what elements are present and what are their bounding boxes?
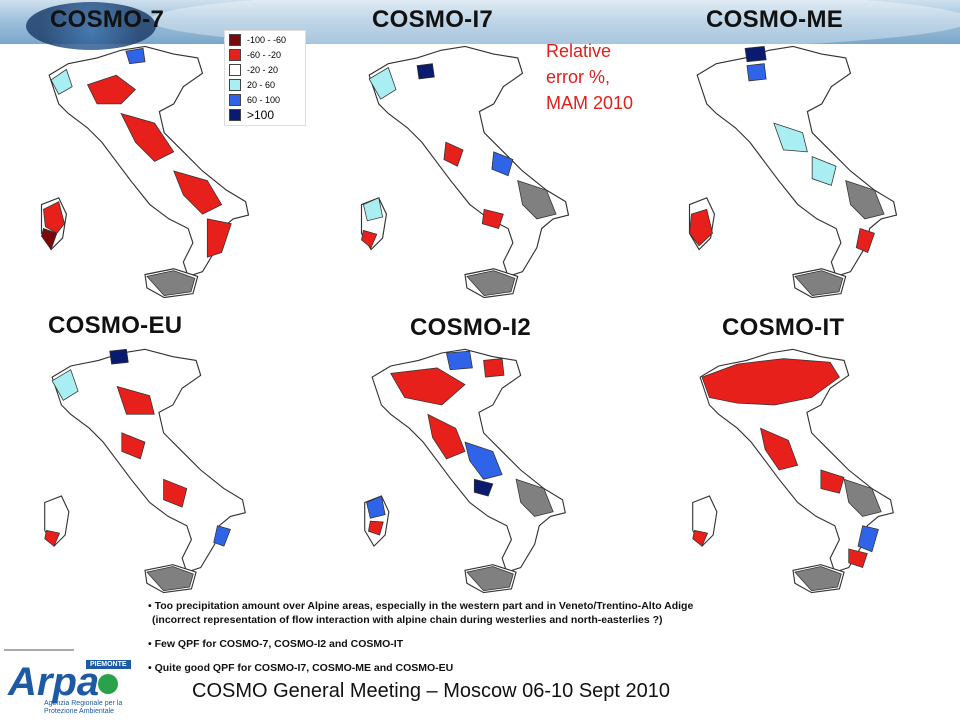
- map-cosmo-i2: [350, 340, 580, 600]
- caption-line: error %,: [546, 67, 611, 87]
- legend-row: -100 - -60: [229, 33, 305, 47]
- map-cosmo-it: [678, 340, 908, 600]
- color-legend: -100 - -60 -60 - -20 -20 - 20 20 - 60 60…: [224, 30, 306, 126]
- cosmo-logo: [26, 2, 156, 50]
- arpa-subtitle: Agenzia Regionale per la Protezione Ambi…: [44, 700, 123, 715]
- caption-line: Relative: [546, 41, 612, 61]
- title-cosmo-i7: COSMO-I7: [372, 6, 494, 33]
- title-cosmo-eu: COSMO-EU: [48, 312, 183, 339]
- caption: Relative error %, MAM 2010: [546, 38, 686, 116]
- legend-row: 60 - 100: [229, 93, 305, 107]
- legend-row: 20 - 60: [229, 78, 305, 92]
- legend-label: -100 - -60: [247, 35, 287, 45]
- map-cosmo-i7: [350, 36, 580, 306]
- legend-swatch: [229, 49, 241, 61]
- map-cosmo-me: [678, 36, 908, 306]
- legend-label: >100: [247, 108, 275, 122]
- legend-swatch: [229, 109, 241, 121]
- divider: [4, 649, 74, 651]
- legend-row: -20 - 20: [229, 63, 305, 77]
- caption-line: MAM 2010: [546, 93, 634, 113]
- legend-label: 20 - 60: [247, 80, 276, 90]
- legend-label: 60 - 100: [247, 95, 281, 105]
- title-cosmo-it: COSMO-IT: [722, 314, 845, 341]
- arpa-region-tag: PIEMONTE: [86, 660, 131, 669]
- legend-swatch: [229, 34, 241, 46]
- arpa-logo: Arpa PIEMONTE Agenzia Regionale per la P…: [8, 660, 138, 716]
- title-cosmo-me: COSMO-ME: [706, 6, 844, 33]
- arpa-symbol-icon: [98, 674, 118, 694]
- footer-title: COSMO General Meeting – Moscow 06-10 Sep…: [192, 680, 671, 702]
- legend-label: -20 - 20: [247, 65, 279, 75]
- header-banner: [0, 0, 960, 50]
- legend-label: -60 - -20: [247, 50, 282, 60]
- map-cosmo-7: [30, 36, 260, 306]
- legend-swatch: [229, 79, 241, 91]
- map-cosmo-eu: [30, 340, 260, 600]
- note-line: • Quite good QPF for COSMO-I7, COSMO-ME …: [148, 662, 454, 674]
- note-line: (incorrect representation of flow intera…: [152, 614, 663, 626]
- legend-swatch: [229, 64, 241, 76]
- title-cosmo-7: COSMO-7: [50, 6, 165, 33]
- note-line: • Too precipitation amount over Alpine a…: [148, 600, 694, 612]
- arpa-wordmark: Arpa: [8, 660, 100, 704]
- legend-row: -60 - -20: [229, 48, 305, 62]
- legend-swatch: [229, 94, 241, 106]
- legend-row: >100: [229, 108, 305, 122]
- title-cosmo-i2: COSMO-I2: [410, 314, 532, 341]
- note-line: • Few QPF for COSMO-7, COSMO-I2 and COSM…: [148, 638, 404, 650]
